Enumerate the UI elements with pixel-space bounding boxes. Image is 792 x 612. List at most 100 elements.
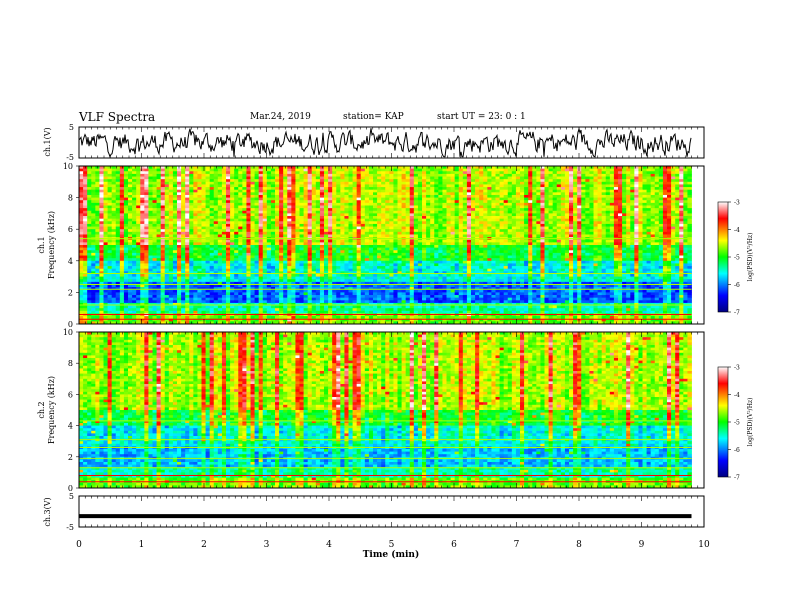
spectrogram-cell [340, 181, 345, 185]
spectrogram-cell [242, 218, 247, 222]
spectrogram-cell [544, 194, 549, 198]
spectrogram-cell [164, 245, 170, 249]
spectrogram-cell [87, 179, 92, 183]
spectrogram-cell [303, 247, 309, 251]
spectrogram-cell [475, 239, 480, 243]
spectrogram-cell [234, 247, 239, 251]
spectrogram-cell [569, 229, 574, 233]
spectrogram-cell [99, 197, 104, 201]
spectrogram-cell [556, 173, 562, 177]
spectrogram-cell [95, 197, 100, 201]
spectrogram-cell [462, 168, 468, 172]
spectrogram-cell [91, 179, 96, 183]
spectrogram-cell [401, 187, 407, 191]
spectrogram-cell [564, 234, 570, 238]
spectrogram-cell [679, 234, 684, 238]
spectrogram-cell [168, 187, 174, 191]
spectrogram-cell [422, 239, 427, 243]
spectrogram-cell [593, 171, 598, 175]
spectrogram-cell [597, 181, 603, 185]
spectrogram-cell [544, 229, 549, 233]
chart-title: VLF Spectra [79, 110, 156, 124]
spectrogram-cell [107, 221, 113, 225]
spectrogram-cell [315, 168, 321, 172]
spectrogram-cell [634, 181, 639, 185]
spectrogram-cell [577, 213, 582, 217]
spectrogram-cell [487, 181, 492, 185]
spectrogram-cell [132, 197, 137, 201]
spectrogram-cell [385, 184, 390, 188]
spectrogram-cell [332, 192, 337, 196]
spectrogram-cell [385, 192, 390, 196]
spectrogram-cell [340, 179, 345, 183]
spectrogram-cell [352, 218, 358, 222]
spectrogram-cell [91, 231, 96, 235]
spectrogram-cell [667, 223, 672, 227]
spectrogram-cell [168, 166, 174, 170]
spectrogram-cell [397, 197, 402, 201]
spectrogram-cell [373, 242, 378, 246]
spectrogram-cell [667, 231, 672, 235]
spectrogram-cell [254, 239, 260, 243]
spectrogram-cell [373, 218, 378, 222]
spectrogram-cell [230, 173, 235, 177]
spectrogram-cell [609, 234, 615, 238]
spectrogram-cell [662, 221, 668, 225]
spectrogram-cell [360, 189, 366, 193]
spectrogram-cell [181, 200, 186, 204]
spectrogram-cell [373, 202, 378, 206]
spectrogram-cell [181, 208, 186, 212]
spectrogram-cell [368, 181, 374, 185]
spectrogram-cell [250, 216, 255, 220]
spectrogram-cell [360, 168, 366, 172]
spectrogram-cell [181, 239, 186, 243]
spectrogram-cell [434, 223, 439, 227]
spectrogram-cell [503, 173, 509, 177]
spectrogram-cell [564, 179, 570, 183]
spectrogram-cell [172, 226, 178, 230]
spectrogram-cell [368, 189, 374, 193]
spectrogram-cell [360, 171, 366, 175]
spectrogram-cell [618, 187, 623, 191]
spectrogram-cell [683, 197, 688, 201]
spectrogram-cell [107, 187, 113, 191]
spectrogram-cell [675, 221, 680, 225]
spectrogram-cell [115, 208, 121, 212]
spectrogram-cell [368, 166, 374, 170]
spectrogram-cell [385, 239, 390, 243]
spectrogram-cell [270, 171, 276, 175]
spectrogram-cell [250, 221, 255, 225]
spectrogram-cell [413, 171, 419, 175]
spectrogram-cell [136, 192, 141, 196]
spectrogram-cell [91, 176, 96, 180]
spectrogram-cell [422, 194, 427, 198]
spectrogram-cell [250, 166, 255, 170]
spectrogram-cell [250, 187, 255, 191]
spectrogram-cell [373, 226, 378, 230]
spectrogram-cell [389, 231, 394, 235]
spectrogram-cell [177, 181, 182, 185]
spectrogram-cell [507, 176, 513, 180]
spectrogram-cell [585, 245, 590, 249]
spectrogram-cell [434, 239, 439, 243]
spectrogram-cell [475, 181, 480, 185]
spectrogram-cell [377, 184, 382, 188]
spectrogram-cell [462, 184, 468, 188]
spectrogram-cell [270, 231, 276, 235]
spectrogram-cell [254, 223, 260, 227]
spectrogram-cell [279, 194, 284, 198]
spectrogram-cell [507, 192, 513, 196]
spectrogram-cell [226, 229, 231, 233]
spectrogram-cell [401, 171, 407, 175]
spectrogram-cell [319, 245, 325, 249]
spectrogram-cell [422, 223, 427, 227]
spectrogram-cell [397, 171, 402, 175]
spectrogram-cell [393, 179, 398, 183]
spectrogram-cell [618, 210, 623, 214]
spectrogram-cell [630, 210, 635, 214]
spectrogram-cell [381, 210, 386, 214]
spectrogram-cell [242, 216, 247, 220]
spectrogram-cell [626, 210, 631, 214]
spectrogram-cell [275, 216, 280, 220]
